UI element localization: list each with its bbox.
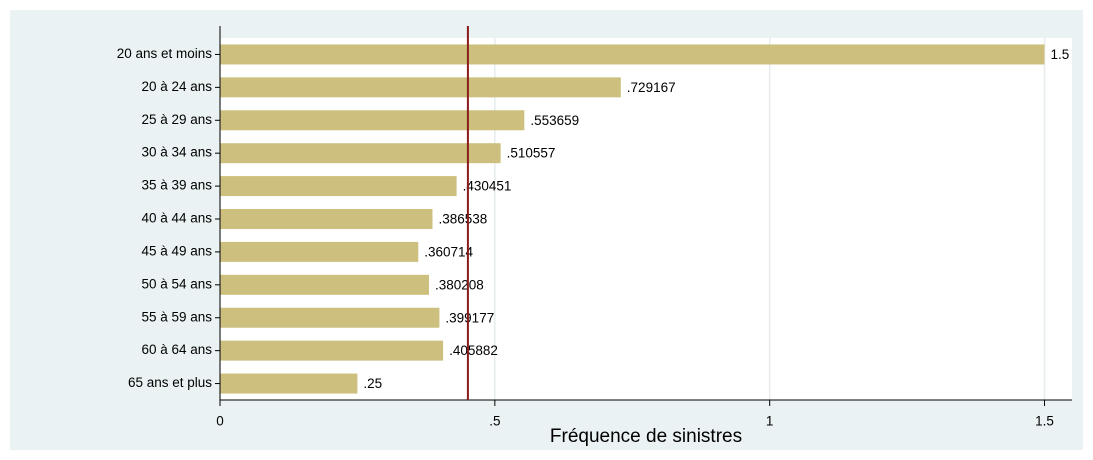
- y-tick-label: 55 à 59 ans: [141, 309, 212, 324]
- bar: [220, 143, 501, 164]
- y-tick-label: 50 à 54 ans: [141, 276, 212, 291]
- y-tick-label: 65 ans et plus: [128, 375, 212, 390]
- value-label: .386538: [438, 212, 487, 227]
- x-tick-label: .5: [489, 414, 500, 429]
- bar: [220, 241, 419, 262]
- bar: [220, 340, 444, 361]
- bar: [220, 307, 440, 328]
- x-tick-label: 0: [216, 414, 224, 429]
- y-tick-label: 20 ans et moins: [117, 46, 213, 61]
- value-label: 1.5: [1051, 47, 1070, 62]
- value-label: .25: [363, 376, 382, 391]
- bar: [220, 110, 525, 131]
- y-tick-label: 20 à 24 ans: [141, 79, 212, 94]
- y-tick-label: 60 à 64 ans: [141, 342, 212, 357]
- bar: [220, 209, 433, 229]
- value-label: .399177: [445, 310, 494, 325]
- y-tick-label: 40 à 44 ans: [141, 211, 212, 226]
- x-axis-title: Fréquence de sinistres: [550, 426, 742, 447]
- value-label: .405882: [449, 343, 498, 358]
- bar: [220, 44, 1045, 65]
- value-label: .430451: [463, 179, 512, 194]
- bar: [220, 77, 621, 98]
- x-tick-label: 1.5: [1035, 414, 1054, 429]
- bar: [220, 373, 358, 394]
- y-tick-label: 25 à 29 ans: [141, 112, 212, 127]
- y-tick-label: 30 à 34 ans: [141, 145, 212, 160]
- y-tick-label: 45 à 49 ans: [141, 243, 212, 258]
- bar: [220, 274, 429, 295]
- value-label: .360714: [424, 244, 473, 259]
- value-label: .553659: [530, 113, 579, 128]
- value-label: .510557: [507, 146, 556, 161]
- bar: [220, 176, 457, 197]
- x-tick-label: 1: [766, 414, 774, 429]
- value-label: .380208: [435, 277, 484, 292]
- y-tick-label: 35 à 39 ans: [141, 178, 212, 193]
- value-label: .729167: [627, 80, 676, 95]
